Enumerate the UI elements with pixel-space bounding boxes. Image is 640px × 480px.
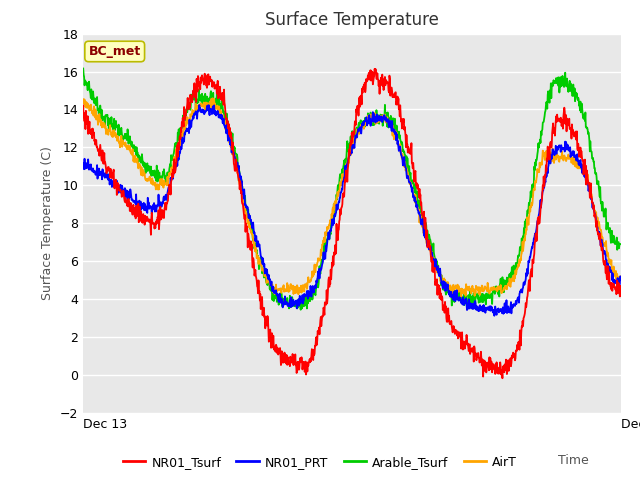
AirT [313, 263, 321, 269]
NR01_Tsurf [374, 71, 381, 76]
NR01_Tsurf [150, 226, 158, 231]
NR01_Tsurf [617, 292, 625, 298]
NR01_Tsurf [260, 314, 268, 320]
Title: Surface Temperature: Surface Temperature [265, 11, 439, 29]
Y-axis label: Surface Temperature (C): Surface Temperature (C) [42, 146, 54, 300]
Text: BC_met: BC_met [88, 45, 141, 58]
Arable_Tsurf [374, 119, 381, 125]
AirT [261, 273, 269, 279]
Arable_Tsurf [79, 66, 87, 72]
Arable_Tsurf [170, 151, 178, 156]
NR01_PRT [362, 115, 370, 121]
Arable_Tsurf [617, 241, 625, 247]
NR01_PRT [313, 280, 321, 286]
Arable_Tsurf [313, 281, 321, 287]
NR01_Tsurf [362, 86, 369, 92]
AirT [209, 96, 216, 101]
NR01_PRT [261, 271, 269, 276]
NR01_Tsurf [499, 375, 506, 381]
AirT [374, 114, 381, 120]
NR01_PRT [79, 161, 87, 167]
NR01_Tsurf [312, 334, 320, 340]
AirT [150, 181, 158, 187]
Legend: NR01_Tsurf, NR01_PRT, Arable_Tsurf, AirT: NR01_Tsurf, NR01_PRT, Arable_Tsurf, AirT [118, 451, 522, 474]
NR01_Tsurf [170, 171, 178, 177]
AirT [362, 122, 370, 128]
NR01_PRT [374, 119, 381, 124]
Line: NR01_PRT: NR01_PRT [83, 105, 621, 316]
Line: AirT: AirT [83, 98, 621, 297]
NR01_PRT [150, 206, 158, 212]
Line: NR01_Tsurf: NR01_Tsurf [83, 69, 621, 378]
Line: Arable_Tsurf: Arable_Tsurf [83, 69, 621, 310]
NR01_Tsurf [79, 103, 87, 108]
AirT [617, 275, 625, 281]
NR01_PRT [170, 170, 178, 176]
NR01_Tsurf [371, 66, 378, 72]
Arable_Tsurf [297, 307, 305, 312]
NR01_PRT [617, 276, 625, 282]
Arable_Tsurf [260, 271, 268, 277]
AirT [79, 97, 87, 103]
Text: Time: Time [558, 454, 589, 467]
AirT [458, 294, 465, 300]
Arable_Tsurf [362, 118, 370, 123]
NR01_PRT [490, 313, 498, 319]
AirT [170, 156, 178, 162]
Arable_Tsurf [150, 168, 158, 173]
NR01_PRT [195, 102, 203, 108]
